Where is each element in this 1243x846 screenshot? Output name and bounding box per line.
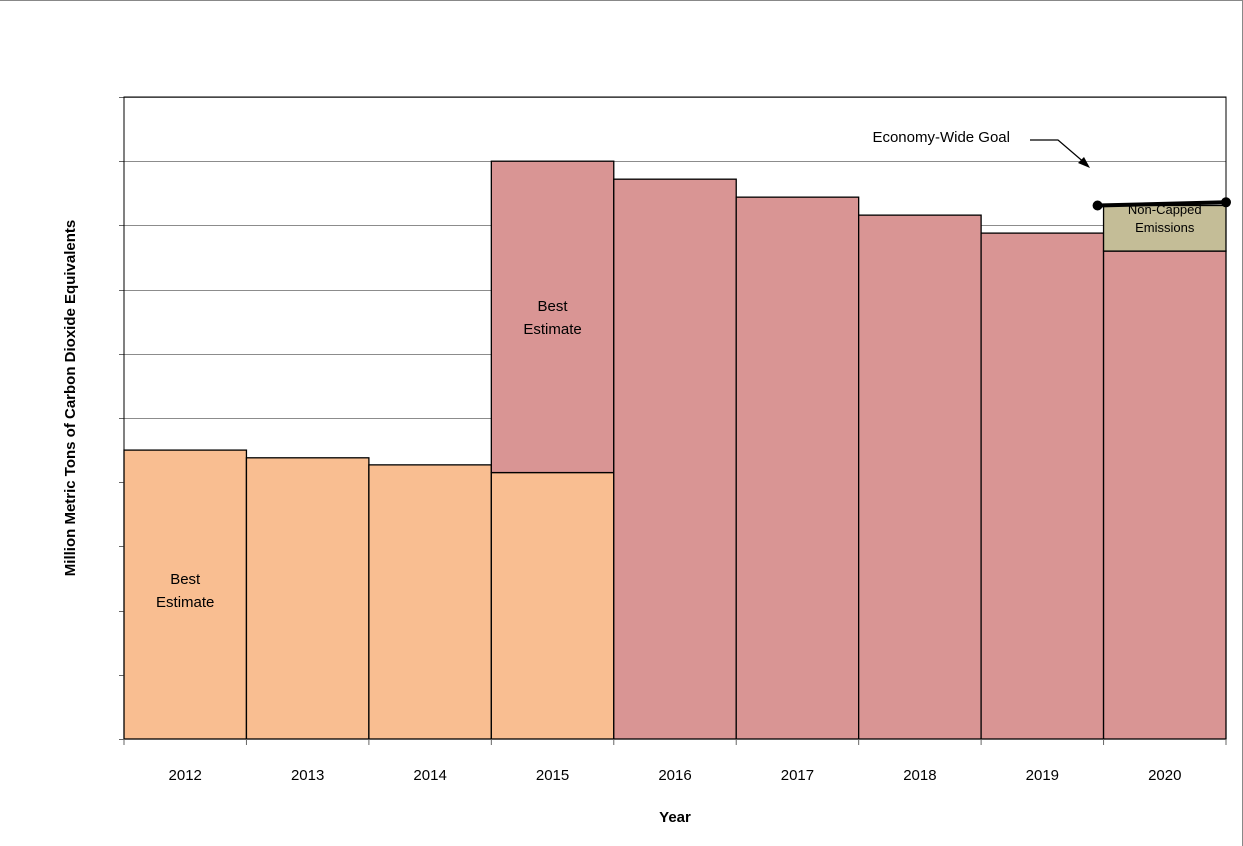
x-tick-label: 2018 — [903, 767, 936, 784]
plot-border — [123, 96, 1227, 740]
axes — [119, 96, 1227, 745]
goal-leader-arrowhead — [1078, 157, 1090, 168]
bar-2019-series-1 — [980, 232, 1105, 740]
x-tick-label: 2016 — [658, 767, 691, 784]
goal-line-endpoint-end — [1221, 197, 1231, 208]
annotation-text-1: Best — [538, 298, 569, 315]
goal-line-label: Economy-Wide Goal — [872, 129, 1010, 146]
bar-2020-series-1 — [1102, 250, 1227, 740]
bar-2012-series-0 — [123, 449, 248, 740]
bar-2015-series-1 — [490, 160, 615, 474]
bars — [123, 160, 1227, 740]
x-tick-label: 2015 — [536, 767, 569, 784]
x-tick-label: 2020 — [1148, 767, 1181, 784]
goal-line-endpoint-start — [1092, 200, 1103, 211]
bar-2015-series-0 — [490, 471, 615, 740]
goal-line — [1097, 200, 1227, 208]
annotation-text-2: Emissions — [1135, 220, 1195, 235]
annotation-text-0: Best — [170, 571, 201, 588]
y-axis-title: Million Metric Tons of Carbon Dioxide Eq… — [62, 220, 79, 576]
bar-2018-series-1 — [858, 214, 982, 740]
x-axis-title: Year — [659, 809, 691, 826]
bar-2013-series-0 — [245, 457, 370, 740]
annotation-text-0: Estimate — [156, 594, 214, 611]
bar-2014-series-0 — [368, 464, 492, 740]
tick-labels: 2012 2013 2014 2015 2016 2017 2018 2019 2020 — [169, 767, 1182, 784]
x-tick-label: 2019 — [1026, 767, 1059, 784]
x-tick-label: 2013 — [291, 767, 324, 784]
bar-2017-series-1 — [735, 196, 860, 740]
goal-leader-line — [1030, 139, 1087, 165]
x-tick-label: 2014 — [413, 767, 446, 784]
x-tick-label: 2017 — [781, 767, 814, 784]
annotation-text-1: Estimate — [523, 321, 581, 338]
x-tick-label: 2012 — [169, 767, 202, 784]
annotations: BestEstimateBestEstimateNon-CappedEmissi… — [156, 129, 1231, 611]
bar-2016-series-1 — [613, 178, 737, 740]
